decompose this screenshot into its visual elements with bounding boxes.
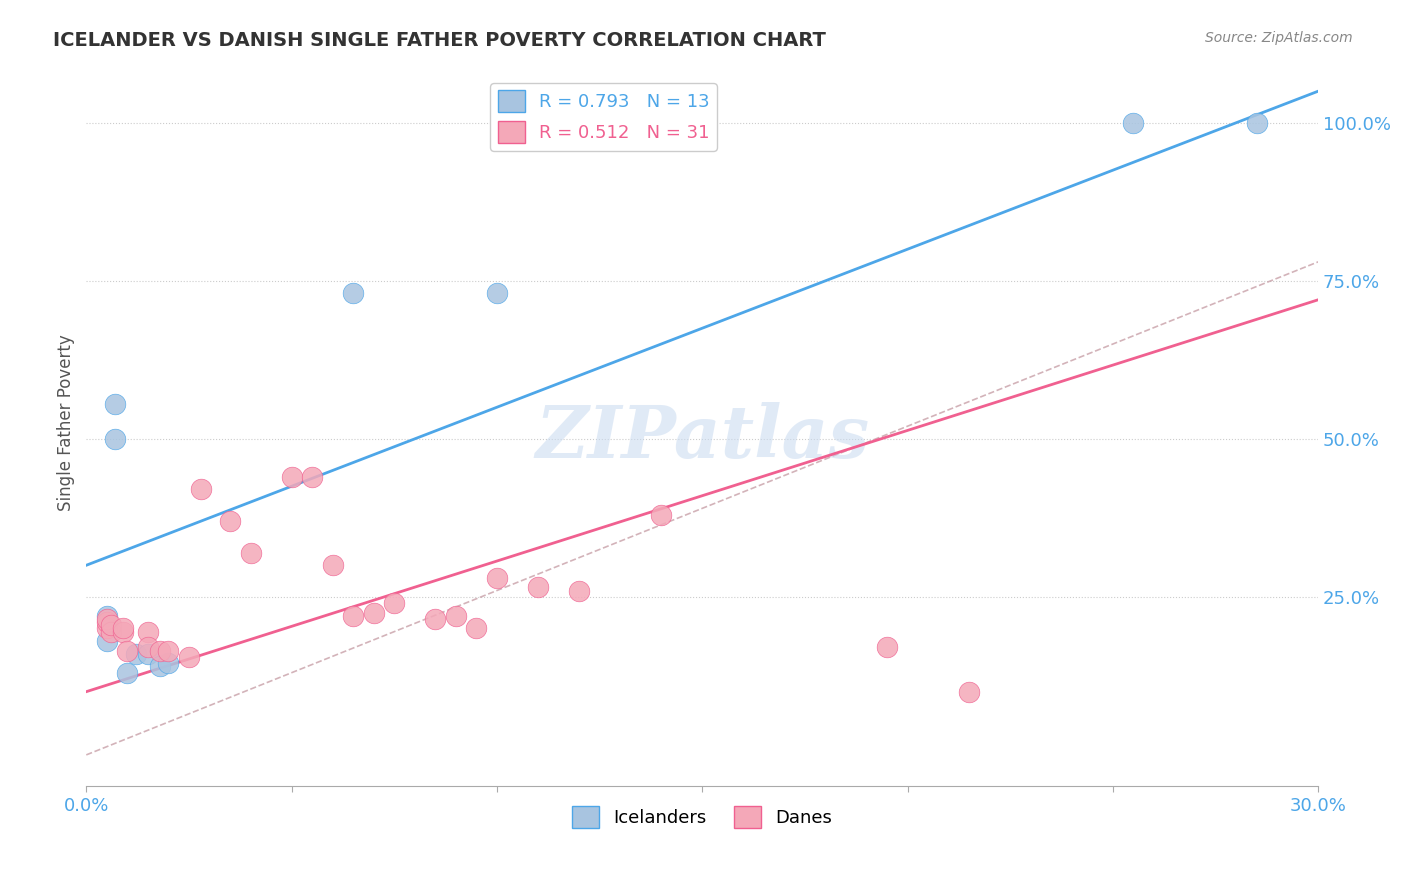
- Point: [100, 618, 122, 632]
- Point: [219, 514, 242, 528]
- Point: [425, 612, 447, 626]
- Text: 0.0%: 0.0%: [63, 797, 110, 814]
- Point: [96, 608, 118, 623]
- Text: Source: ZipAtlas.com: Source: ZipAtlas.com: [1205, 31, 1353, 45]
- Point: [96, 634, 118, 648]
- Point: [465, 622, 488, 636]
- Point: [124, 647, 146, 661]
- Text: ICELANDER VS DANISH SINGLE FATHER POVERTY CORRELATION CHART: ICELANDER VS DANISH SINGLE FATHER POVERT…: [53, 31, 827, 50]
- Point: [322, 558, 344, 573]
- Y-axis label: Single Father Poverty: Single Father Poverty: [58, 334, 75, 511]
- Point: [485, 571, 508, 585]
- Point: [190, 483, 212, 497]
- Point: [650, 508, 672, 522]
- Point: [136, 624, 159, 639]
- Point: [1122, 116, 1144, 130]
- Point: [104, 432, 127, 446]
- Point: [957, 684, 980, 698]
- Point: [149, 643, 172, 657]
- Point: [301, 469, 323, 483]
- Point: [157, 657, 180, 671]
- Point: [568, 583, 591, 598]
- Point: [527, 580, 550, 594]
- Point: [112, 622, 135, 636]
- Point: [96, 622, 118, 636]
- Point: [112, 624, 135, 639]
- Point: [382, 596, 405, 610]
- Point: [444, 608, 467, 623]
- Point: [363, 606, 385, 620]
- Text: ZIPatlas: ZIPatlas: [536, 402, 869, 473]
- Point: [149, 659, 172, 673]
- Legend: Icelanders, Danes: Icelanders, Danes: [565, 799, 839, 836]
- Point: [1246, 116, 1268, 130]
- Point: [104, 397, 127, 411]
- Point: [96, 612, 118, 626]
- Point: [136, 640, 159, 655]
- Point: [280, 469, 302, 483]
- Point: [485, 286, 508, 301]
- Point: [136, 647, 159, 661]
- Point: [96, 615, 118, 629]
- Point: [876, 640, 898, 655]
- Point: [157, 643, 180, 657]
- Point: [117, 665, 139, 680]
- Point: [177, 649, 200, 664]
- Text: 30.0%: 30.0%: [1289, 797, 1347, 814]
- Point: [342, 608, 364, 623]
- Point: [100, 624, 122, 639]
- Point: [117, 643, 139, 657]
- Point: [342, 286, 364, 301]
- Point: [239, 546, 262, 560]
